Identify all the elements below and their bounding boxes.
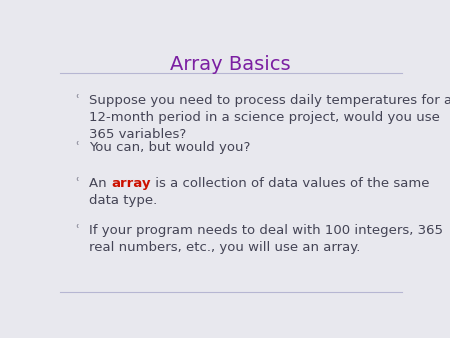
Text: data type.: data type. <box>90 194 158 207</box>
Text: You can, but would you?: You can, but would you? <box>90 141 251 154</box>
Text: real numbers, etc., you will use an array.: real numbers, etc., you will use an arra… <box>90 241 361 254</box>
Text: 365 variables?: 365 variables? <box>90 128 187 141</box>
Text: If your program needs to deal with 100 integers, 365: If your program needs to deal with 100 i… <box>90 224 443 237</box>
Text: ʿ: ʿ <box>76 177 79 190</box>
Text: array: array <box>111 177 151 190</box>
Text: Suppose you need to process daily temperatures for a: Suppose you need to process daily temper… <box>90 94 450 107</box>
Text: 12-month period in a science project, would you use: 12-month period in a science project, wo… <box>90 111 440 124</box>
Text: is a collection of data values of the same: is a collection of data values of the sa… <box>151 177 429 190</box>
Text: An: An <box>90 177 111 190</box>
Text: ʿ: ʿ <box>76 94 79 107</box>
Text: Array Basics: Array Basics <box>170 55 291 74</box>
Text: ʿ: ʿ <box>76 141 79 154</box>
Text: ʿ: ʿ <box>76 224 79 237</box>
